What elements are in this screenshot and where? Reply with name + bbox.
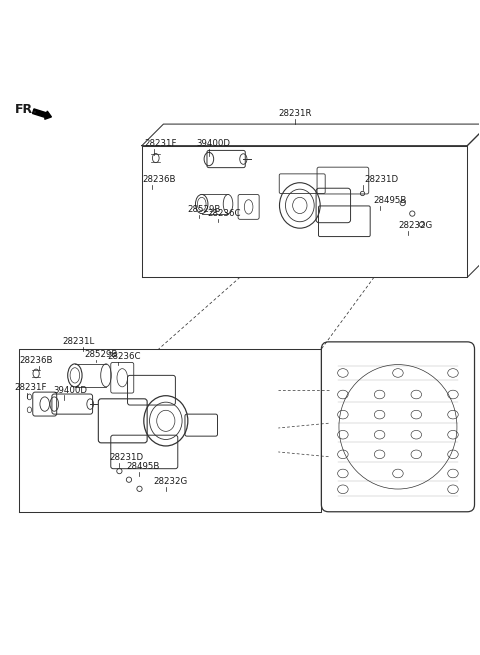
Text: 39400D: 39400D	[53, 386, 87, 394]
Text: 28232G: 28232G	[153, 477, 187, 487]
Text: 28236B: 28236B	[143, 175, 176, 184]
Text: 28231F: 28231F	[14, 383, 47, 392]
Text: 28231D: 28231D	[110, 453, 144, 462]
Text: 28495B: 28495B	[126, 462, 159, 471]
Text: 28529B: 28529B	[187, 204, 221, 214]
Text: 28236B: 28236B	[19, 356, 52, 365]
Text: 28529B: 28529B	[84, 350, 118, 358]
Text: 28495B: 28495B	[373, 196, 407, 205]
Text: 39400D: 39400D	[196, 139, 230, 148]
FancyArrow shape	[33, 109, 51, 119]
Text: 28231R: 28231R	[278, 109, 312, 119]
Text: FR.: FR.	[15, 103, 38, 115]
Text: 28236C: 28236C	[207, 209, 241, 218]
Text: 28231L: 28231L	[62, 337, 94, 346]
Text: 28231D: 28231D	[364, 175, 398, 184]
Text: 28232G: 28232G	[398, 221, 432, 231]
Text: 28236C: 28236C	[107, 352, 141, 361]
Text: 28231F: 28231F	[144, 139, 177, 148]
